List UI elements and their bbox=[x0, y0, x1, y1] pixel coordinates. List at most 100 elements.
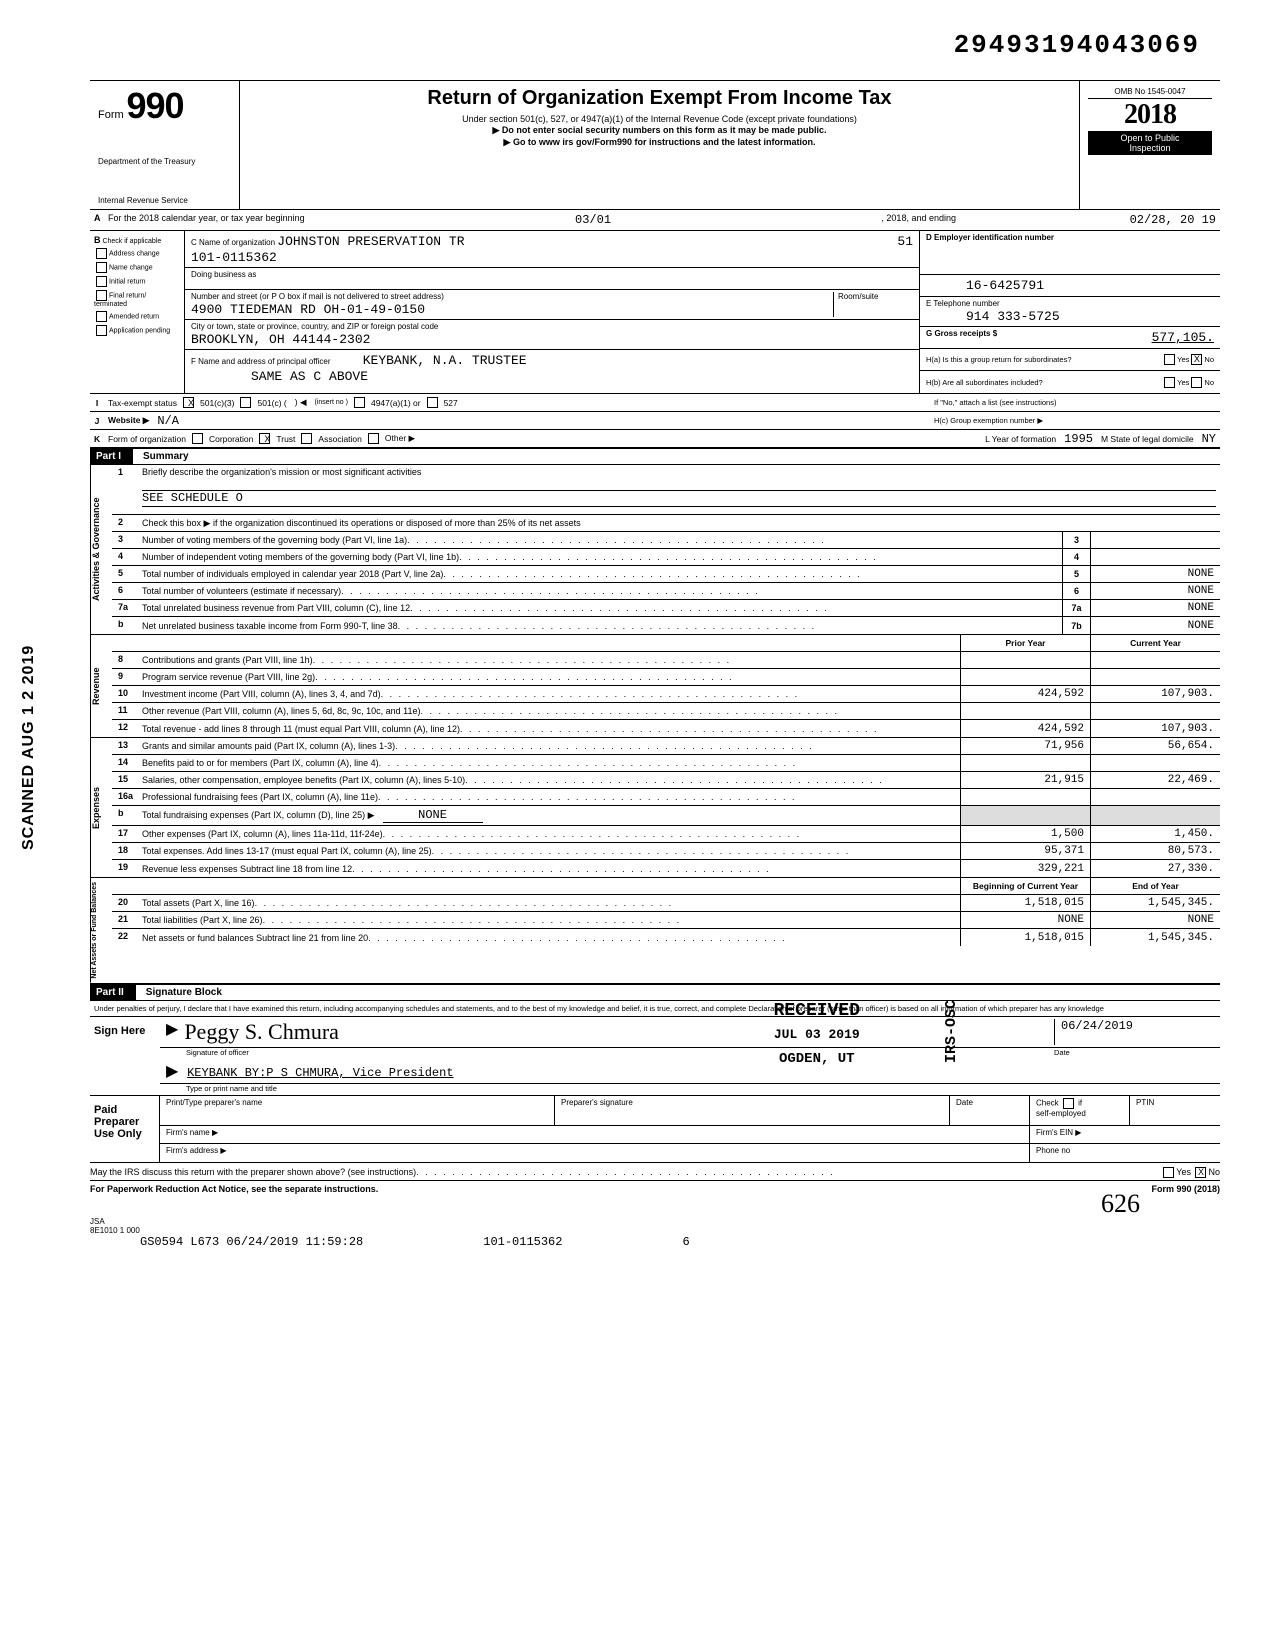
line15-py: 21,915 bbox=[960, 772, 1090, 788]
irs-no[interactable]: X bbox=[1195, 1167, 1206, 1178]
line13-text: Grants and similar amounts paid (Part IX… bbox=[142, 741, 395, 751]
received-stamp: RECEIVED JUL 03 2019 OGDEN, UT bbox=[774, 1000, 860, 1070]
line2-num: 2 bbox=[112, 515, 138, 531]
line7b-box: 7b bbox=[1062, 617, 1090, 634]
line13-py: 71,956 bbox=[960, 738, 1090, 754]
period-end: 02/28, 20 19 bbox=[960, 213, 1220, 227]
line4-num: 4 bbox=[112, 549, 138, 565]
chk-527[interactable] bbox=[427, 397, 438, 408]
line20-num: 20 bbox=[112, 895, 138, 911]
org-name: JOHNSTON PRESERVATION TR bbox=[277, 234, 464, 249]
chk-self-employed[interactable] bbox=[1063, 1098, 1074, 1109]
line13-num: 13 bbox=[112, 738, 138, 754]
chk-app[interactable]: Application pending bbox=[94, 325, 180, 336]
officer-printed: KEYBANK BY:P S CHMURA, Vice President bbox=[187, 1066, 453, 1080]
chk-amended[interactable]: Amended return bbox=[94, 311, 180, 322]
line8-text: Contributions and grants (Part VIII, lin… bbox=[142, 655, 313, 665]
irs-yes[interactable] bbox=[1163, 1167, 1174, 1178]
bcd-block: B Check if applicable Address change Nam… bbox=[90, 231, 1220, 394]
document-number: 29493194043069 bbox=[954, 30, 1200, 60]
website-label: Website ▶ bbox=[104, 414, 153, 427]
line19-text: Revenue less expenses Subtract line 18 f… bbox=[142, 864, 352, 874]
line22-text: Net assets or fund balances Subtract lin… bbox=[142, 933, 368, 943]
pra-notice: For Paperwork Reduction Act Notice, see … bbox=[90, 1184, 378, 1194]
tax-exempt-label: Tax-exempt status bbox=[104, 397, 181, 409]
chk-other[interactable] bbox=[368, 433, 379, 444]
line20-text: Total assets (Part X, line 16) bbox=[142, 898, 255, 908]
jsa-code: 8E1010 1 000 bbox=[90, 1226, 140, 1235]
dept-treasury: Department of the Treasury bbox=[98, 157, 231, 166]
paid-preparer-block: Paid Preparer Use Only Print/Type prepar… bbox=[90, 1096, 1220, 1163]
paid-l1: Paid bbox=[94, 1104, 117, 1116]
room-label: Room/suite bbox=[838, 292, 878, 301]
scanned-stamp: SCANNED AUG 1 2 2019 bbox=[20, 645, 38, 850]
lead-b: B bbox=[94, 235, 101, 245]
jsa: JSA bbox=[90, 1217, 105, 1226]
ha-note: If "No," attach a list (see instructions… bbox=[930, 397, 1220, 408]
lead-j: J bbox=[90, 415, 104, 427]
section-expenses: Expenses 13 Grants and similar amounts p… bbox=[90, 738, 1220, 878]
dba-label: Doing business as bbox=[191, 270, 256, 279]
website-value: N/A bbox=[153, 413, 183, 429]
chk-501c[interactable] bbox=[240, 397, 251, 408]
line21-num: 21 bbox=[112, 912, 138, 928]
form-number: 990 bbox=[126, 85, 183, 126]
chk-assoc[interactable] bbox=[301, 433, 312, 444]
chk-trust[interactable]: X bbox=[259, 433, 270, 444]
side-expenses: Expenses bbox=[90, 738, 112, 877]
line17-text: Other expenses (Part IX, column (A), lin… bbox=[142, 829, 383, 839]
lead-a: A bbox=[90, 213, 104, 227]
line20-cy: 1,545,345. bbox=[1090, 895, 1220, 911]
chk-corp[interactable] bbox=[192, 433, 203, 444]
line11-py bbox=[960, 703, 1090, 719]
line14-py bbox=[960, 755, 1090, 771]
chk-501c3[interactable]: X bbox=[183, 397, 194, 408]
section-revenue: Revenue Prior Year Current Year 8 Contri… bbox=[90, 635, 1220, 738]
ha-yes[interactable] bbox=[1164, 354, 1175, 365]
form-prefix: Form bbox=[98, 109, 124, 121]
line5-box: 5 bbox=[1062, 566, 1090, 582]
city-label: City or town, state or province, country… bbox=[191, 322, 438, 331]
ha-no[interactable]: X bbox=[1191, 354, 1202, 365]
lead-i: I bbox=[90, 397, 104, 409]
part2-label: Part II bbox=[90, 985, 136, 1000]
line16b-text: Total fundraising expenses (Part IX, col… bbox=[142, 810, 375, 821]
section-netassets: Net Assets or Fund Balances Beginning of… bbox=[90, 878, 1220, 984]
addr-label: Number and street (or P O box if mail is… bbox=[191, 292, 444, 301]
line6-val: NONE bbox=[1090, 583, 1220, 599]
line14-num: 14 bbox=[112, 755, 138, 771]
l-label: L Year of formation bbox=[981, 433, 1060, 445]
side-netassets: Net Assets or Fund Balances bbox=[90, 878, 112, 983]
g-label: G Gross receipts $ bbox=[926, 329, 997, 338]
line4-val bbox=[1090, 549, 1220, 565]
line3-num: 3 bbox=[112, 532, 138, 548]
hb-no[interactable] bbox=[1191, 377, 1202, 388]
line9-cy bbox=[1090, 669, 1220, 685]
chk-4947[interactable] bbox=[354, 397, 365, 408]
header-sub3: ▶ Go to www irs gov/Form990 for instruct… bbox=[248, 137, 1071, 148]
line7b-num: b bbox=[112, 617, 138, 634]
dept-irs: Internal Revenue Service bbox=[98, 196, 231, 205]
gross-receipts: 577,105. bbox=[1152, 330, 1214, 345]
chk-name[interactable]: Name change bbox=[94, 262, 180, 273]
state-domicile: NY bbox=[1198, 431, 1220, 447]
chk-final[interactable]: Final return/ terminated bbox=[94, 290, 180, 308]
line21-cy: NONE bbox=[1090, 912, 1220, 928]
part1-title: Summary bbox=[133, 451, 189, 462]
hb-yes[interactable] bbox=[1164, 377, 1175, 388]
line7a-val: NONE bbox=[1090, 600, 1220, 616]
handwriting-626: 626 bbox=[1101, 1189, 1140, 1219]
chk-address[interactable]: Address change bbox=[94, 248, 180, 259]
paid-l3: Use Only bbox=[94, 1128, 142, 1140]
line12-cy: 107,903. bbox=[1090, 720, 1220, 737]
line5-text: Total number of individuals employed in … bbox=[142, 569, 443, 579]
chk-initial[interactable]: Initial return bbox=[94, 276, 180, 287]
foot-page: 6 bbox=[682, 1235, 689, 1249]
line16a-py bbox=[960, 789, 1090, 805]
irs-discuss-row: May the IRS discuss this return with the… bbox=[90, 1163, 1220, 1181]
hdr-current-year: Current Year bbox=[1090, 635, 1220, 651]
omb-number: OMB No 1545-0047 bbox=[1088, 85, 1212, 99]
col-c: C Name of organization JOHNSTON PRESERVA… bbox=[185, 231, 920, 393]
line14-text: Benefits paid to or for members (Part IX… bbox=[142, 758, 379, 768]
preparer-name-label: Print/Type preparer's name bbox=[160, 1096, 555, 1125]
